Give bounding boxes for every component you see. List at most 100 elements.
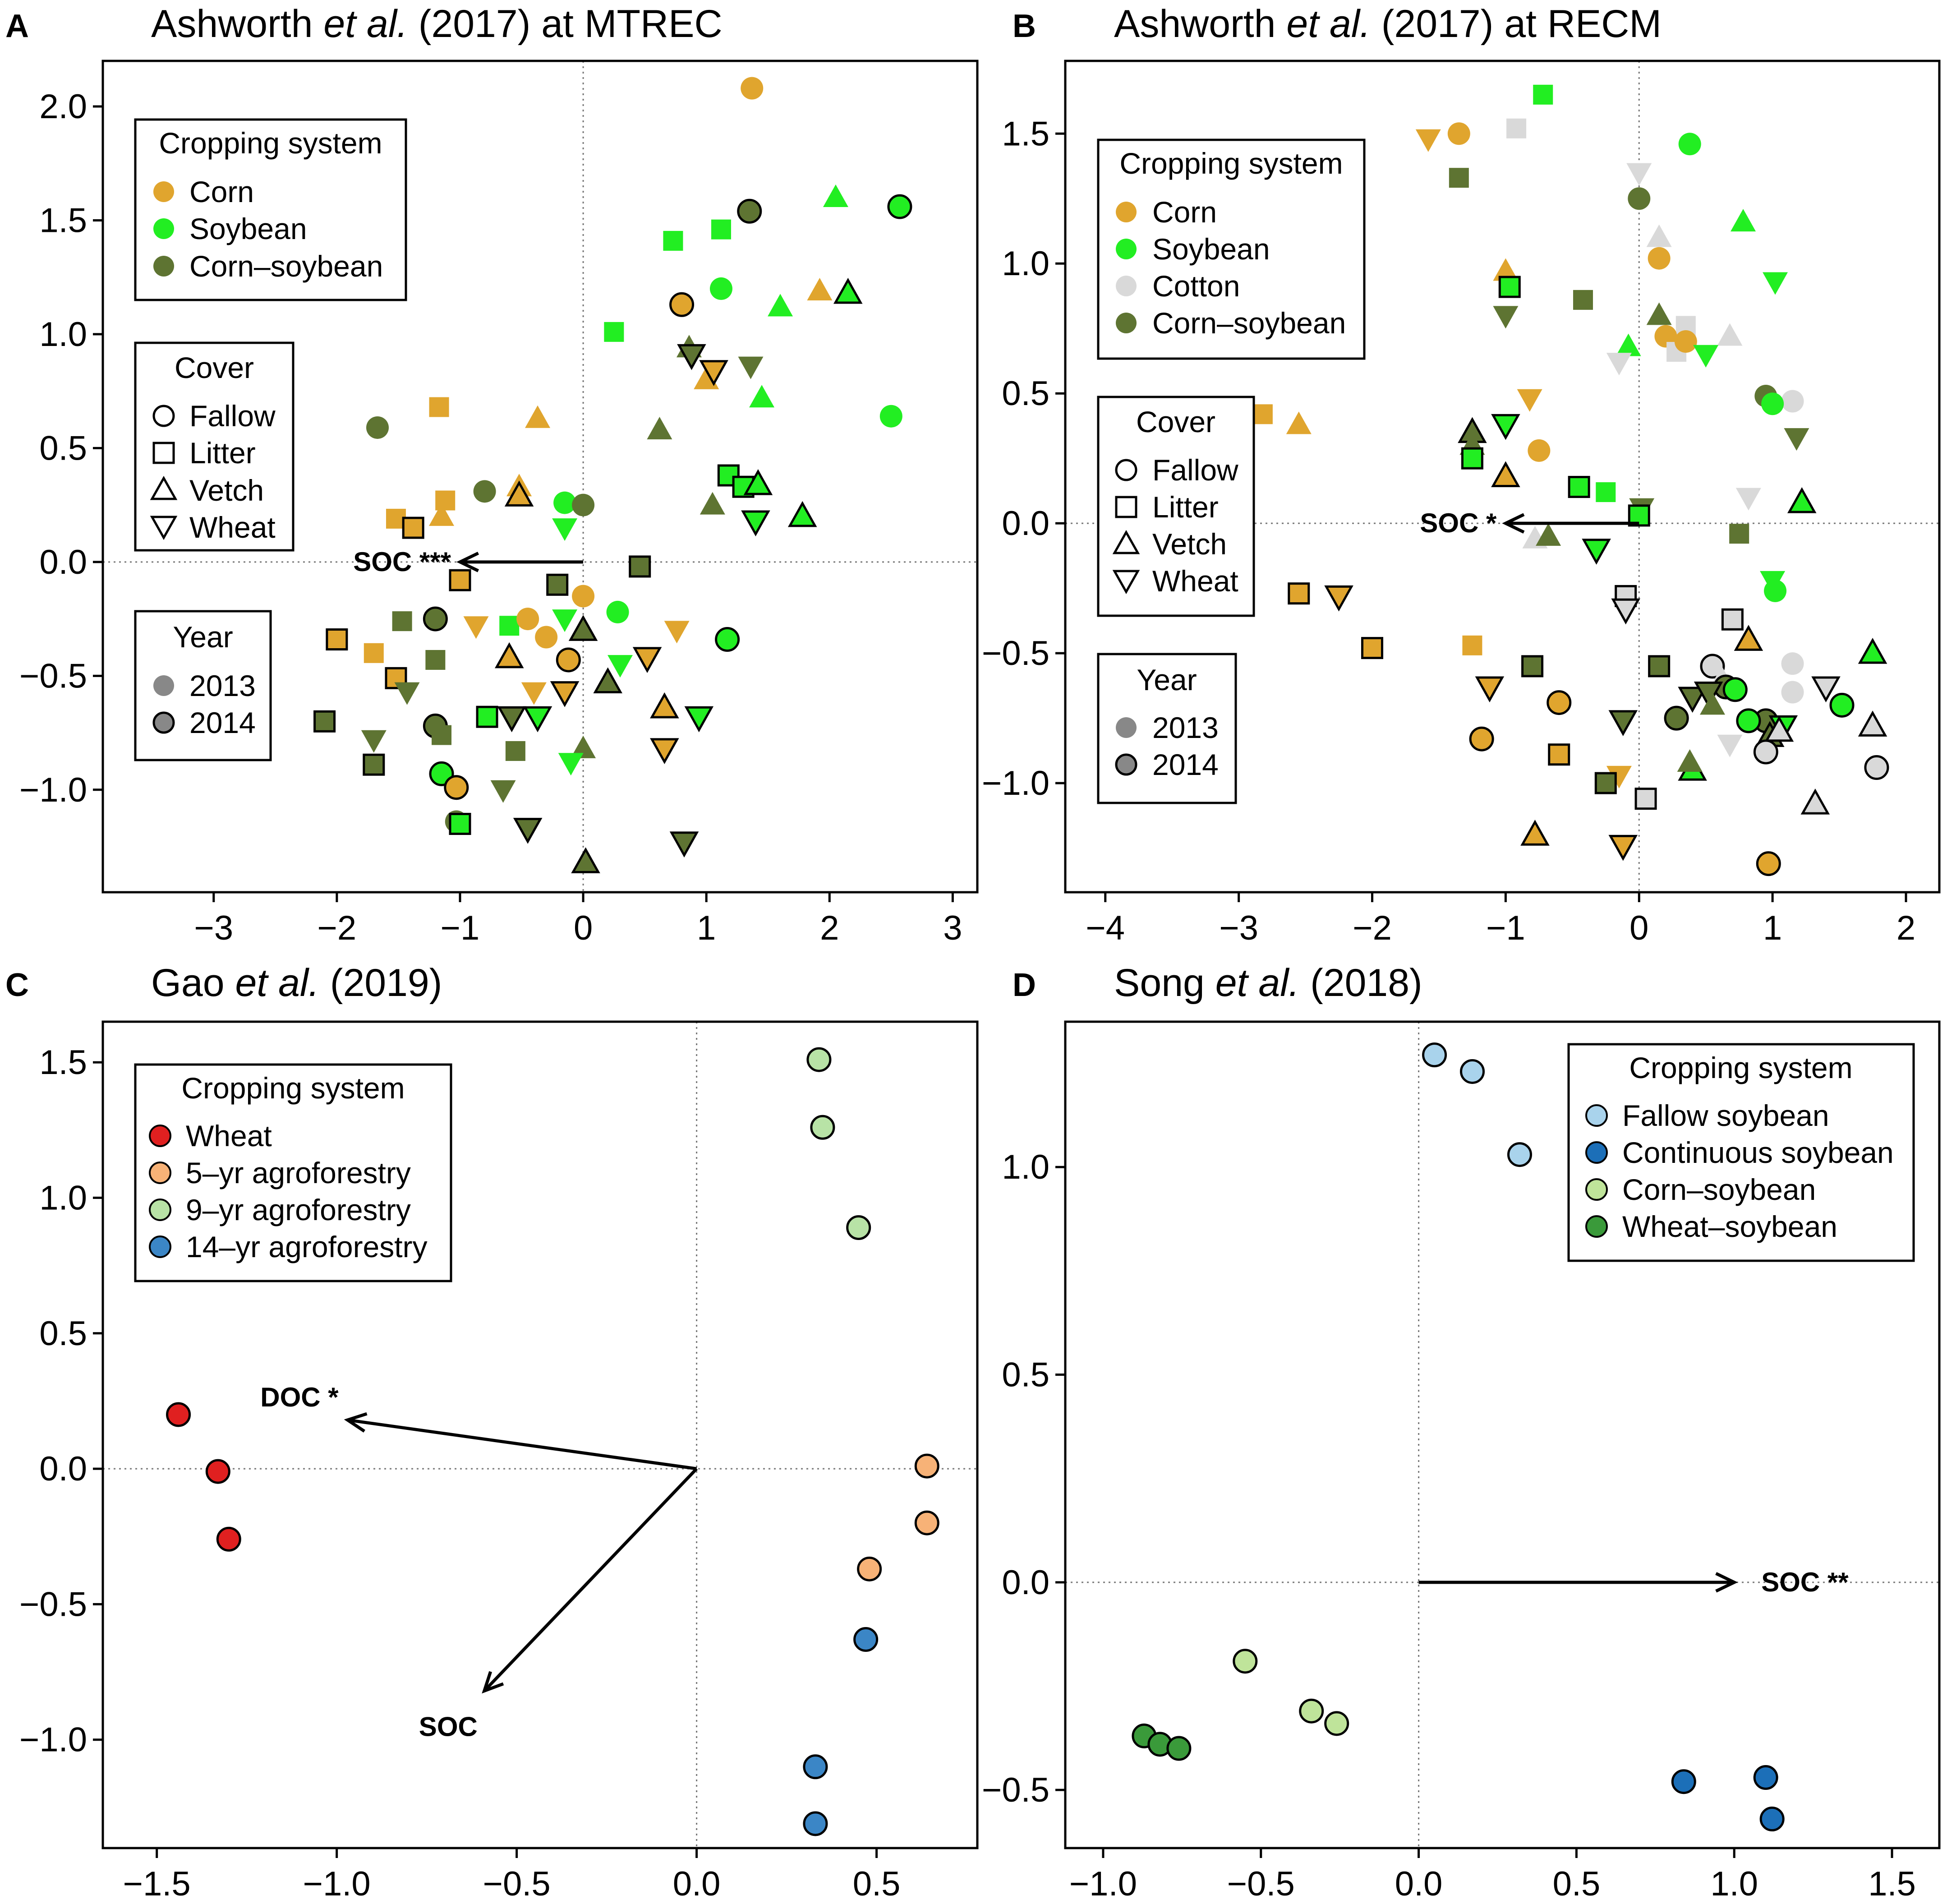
- data-point-soybean: [1731, 209, 1756, 232]
- data-point-corn-soybean: [647, 416, 672, 439]
- data-point-corn: [444, 775, 469, 800]
- data-point-corn-soybean: [392, 611, 412, 632]
- data-point-corn-soybean: [572, 493, 595, 516]
- data-point-9-yr-agroforestry: [846, 1215, 871, 1240]
- legend-swatch: [1116, 276, 1137, 296]
- data-point-soybean: [553, 491, 576, 514]
- legend-label: Corn: [1152, 195, 1217, 229]
- legend-swatch: [153, 181, 174, 202]
- data-point-corn: [1648, 247, 1671, 270]
- x-tick-label: −1.5: [123, 1865, 191, 1903]
- data-point-soybean: [558, 753, 584, 776]
- legend-square-icon: [152, 442, 175, 464]
- legend-cropping-system-c: Cropping system Wheat 5–yr agroforestry …: [134, 1063, 452, 1282]
- data-point-corn: [326, 628, 348, 651]
- panel-letter-a: A: [5, 8, 29, 44]
- legend-label: Wheat: [189, 511, 276, 544]
- panel-c: C Gao et al. (2019) −1.5 −1.0 −0.5 0.0 0.5−1…: [5, 961, 979, 1903]
- data-point-corn: [463, 616, 489, 639]
- data-point-soybean: [552, 518, 578, 541]
- data-point-corn-soybean: [1449, 168, 1469, 188]
- legend-circle-icon: [152, 405, 175, 427]
- data-point-soybean: [1722, 677, 1748, 702]
- data-point-corn: [525, 405, 551, 428]
- legend-swatch: [1585, 1141, 1608, 1164]
- data-point-corn: [650, 692, 679, 719]
- data-point-cotton: [1781, 681, 1804, 704]
- data-point-corn-soybean: [1729, 524, 1749, 544]
- data-point-wheat: [216, 1526, 241, 1552]
- data-point-soybean: [1596, 482, 1616, 503]
- data-point-cotton: [1506, 118, 1527, 138]
- data-point-corn-soybean: [1521, 655, 1544, 678]
- data-point-corn: [1286, 411, 1312, 434]
- data-point-soybean: [1461, 447, 1483, 470]
- data-point-corn: [1654, 325, 1677, 348]
- data-point-soybean: [741, 510, 770, 537]
- data-point-corn: [435, 490, 456, 511]
- legend-year-2013-marker: [1116, 717, 1137, 738]
- data-point-corn-soybean: [423, 606, 448, 632]
- legend-swatch: [149, 1125, 171, 1147]
- data-point-soybean: [823, 184, 848, 207]
- legend-label: 2014: [189, 706, 256, 739]
- data-point-soybean: [523, 706, 552, 733]
- legend-title: Year: [1137, 663, 1197, 696]
- legend-title: Cropping system: [159, 126, 382, 160]
- data-point-corn: [650, 738, 679, 765]
- data-point-wheat-soybean: [1166, 1736, 1192, 1761]
- panel-letter-d: D: [1013, 967, 1036, 1003]
- data-point-corn-soybean: [432, 725, 452, 745]
- legend-title: Cropping system: [181, 1071, 405, 1105]
- legend-year-2014-marker: [152, 711, 175, 734]
- legend-label: Continuous soybean: [1622, 1136, 1894, 1169]
- vector-label: SOC **: [1761, 1567, 1849, 1597]
- data-point-soybean: [1533, 84, 1553, 105]
- plot-area-a: −3 −2 −1 0 1 2 3 −1.0 −0.5 0.0 0.5 1.0 1.5 2.0 SOC ***: [19, 60, 979, 947]
- data-point-corn-soybean: [1694, 682, 1723, 708]
- plot-frame: [1064, 60, 1941, 894]
- legend-label: Wheat: [1152, 564, 1238, 598]
- legend-label: 2014: [1152, 748, 1219, 781]
- data-point-corn-soybean: [1628, 187, 1651, 210]
- data-point-corn-soybean: [1646, 302, 1672, 325]
- legend-triangle-up-icon: [150, 475, 178, 500]
- legend-label: Fallow: [189, 399, 276, 433]
- legend-triangle-up-icon: [1112, 530, 1140, 554]
- data-point-soybean: [743, 469, 773, 495]
- legend-label: 14–yr agroforestry: [186, 1230, 428, 1263]
- x-tick-label: 0.5: [1553, 1865, 1601, 1903]
- legend-swatch: [1585, 1178, 1608, 1201]
- legend-title: Cropping system: [1119, 147, 1343, 180]
- panel-letter-c: C: [5, 967, 29, 1003]
- panel-letter-b: B: [1013, 8, 1036, 44]
- data-point-corn-soybean: [313, 710, 336, 733]
- vector-arrow: [347, 1418, 697, 1471]
- data-point-corn-soybean: [361, 730, 387, 753]
- data-point-corn-soybean: [568, 615, 598, 641]
- y-tick-label: 0.5: [1002, 374, 1049, 413]
- legend-square-icon: [1115, 496, 1137, 518]
- data-point-fallow-soybean: [1422, 1042, 1447, 1068]
- data-point-cotton: [1717, 734, 1743, 757]
- data-point-corn: [1361, 637, 1384, 659]
- y-tick-label: 0.0: [1002, 504, 1049, 543]
- legend-label: Soybean: [1152, 232, 1270, 266]
- data-point-corn-soybean: [1594, 772, 1617, 794]
- x-tick-label: −1.0: [303, 1865, 371, 1903]
- data-point-corn: [807, 277, 833, 300]
- legend-year-2014-marker: [1115, 753, 1137, 776]
- data-point-cotton: [1700, 654, 1725, 679]
- data-point-corn-soybean: [1784, 428, 1809, 451]
- x-tick-label: 1.5: [1868, 1865, 1916, 1903]
- vector-arrowhead: [1715, 1572, 1738, 1593]
- data-point-14-yr-agroforestry: [853, 1627, 879, 1652]
- x-tick-label: 2: [820, 909, 839, 947]
- data-point-soybean: [879, 405, 902, 428]
- x-tick-label: 1: [697, 909, 716, 947]
- data-point-corn: [556, 647, 581, 673]
- data-point-corn-soybean: [571, 735, 596, 758]
- data-point-14-yr-agroforestry: [803, 1754, 828, 1780]
- x-tick-label: 0: [574, 909, 593, 947]
- legend-swatch: [149, 1162, 171, 1184]
